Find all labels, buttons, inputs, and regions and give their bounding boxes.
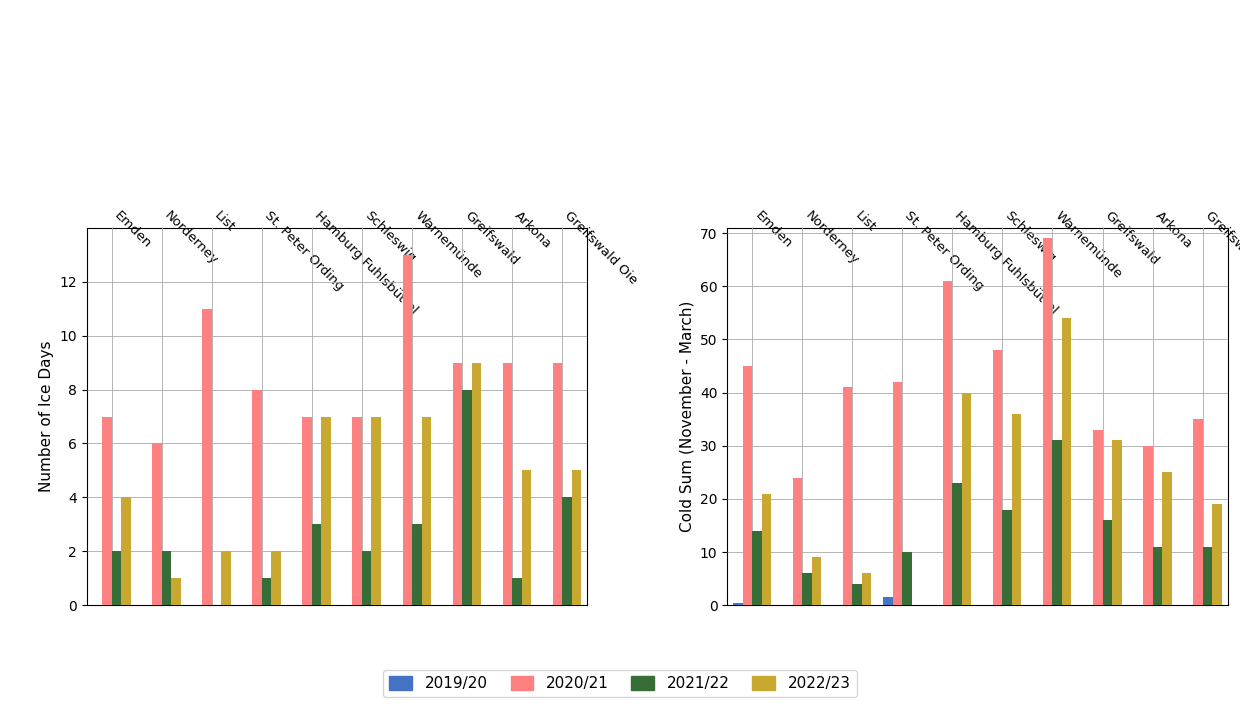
Bar	[562, 498, 572, 605]
Bar	[753, 530, 761, 605]
Bar	[352, 417, 362, 605]
Bar	[553, 362, 562, 605]
Bar	[1143, 446, 1152, 605]
Bar	[761, 493, 771, 605]
Bar	[1152, 547, 1162, 605]
Bar	[372, 417, 381, 605]
Bar	[522, 471, 531, 605]
Bar	[852, 584, 862, 605]
Bar	[312, 524, 321, 605]
Bar	[572, 471, 582, 605]
Bar	[453, 362, 463, 605]
Bar	[512, 578, 522, 605]
Bar	[792, 478, 802, 605]
Bar	[1112, 441, 1121, 605]
Bar	[222, 551, 231, 605]
Bar	[903, 552, 911, 605]
Bar	[812, 557, 821, 605]
Bar	[1092, 430, 1102, 605]
Bar	[262, 578, 272, 605]
Bar	[171, 578, 181, 605]
Bar	[403, 255, 412, 605]
Bar	[883, 597, 893, 605]
Legend: 2019/20, 2020/21, 2021/22, 2022/23: 2019/20, 2020/21, 2021/22, 2022/23	[383, 670, 857, 697]
Bar	[962, 392, 971, 605]
Bar	[253, 389, 262, 605]
Bar	[743, 366, 753, 605]
Bar	[1012, 414, 1022, 605]
Bar	[1211, 504, 1221, 605]
Y-axis label: Cold Sum (November - March): Cold Sum (November - March)	[680, 301, 694, 532]
Bar	[272, 551, 281, 605]
Bar	[362, 551, 372, 605]
Bar	[502, 362, 512, 605]
Bar	[942, 281, 952, 605]
Bar	[202, 309, 212, 605]
Bar	[412, 524, 422, 605]
Bar	[162, 551, 171, 605]
Y-axis label: Number of Ice Days: Number of Ice Days	[38, 341, 53, 492]
Bar	[1162, 472, 1172, 605]
Bar	[1102, 520, 1112, 605]
Bar	[1203, 547, 1211, 605]
Bar	[862, 573, 872, 605]
Bar	[1061, 318, 1071, 605]
Bar	[463, 389, 471, 605]
Bar	[321, 417, 331, 605]
Bar	[733, 602, 743, 605]
Bar	[471, 362, 481, 605]
Bar	[1053, 441, 1061, 605]
Bar	[843, 387, 852, 605]
Bar	[112, 551, 122, 605]
Bar	[103, 417, 112, 605]
Bar	[122, 498, 131, 605]
Bar	[153, 444, 162, 605]
Bar	[1043, 239, 1053, 605]
Bar	[802, 573, 812, 605]
Bar	[422, 417, 432, 605]
Bar	[952, 483, 962, 605]
Bar	[993, 350, 1002, 605]
Bar	[1193, 419, 1203, 605]
Bar	[303, 417, 312, 605]
Bar	[893, 382, 903, 605]
Bar	[1002, 510, 1012, 605]
